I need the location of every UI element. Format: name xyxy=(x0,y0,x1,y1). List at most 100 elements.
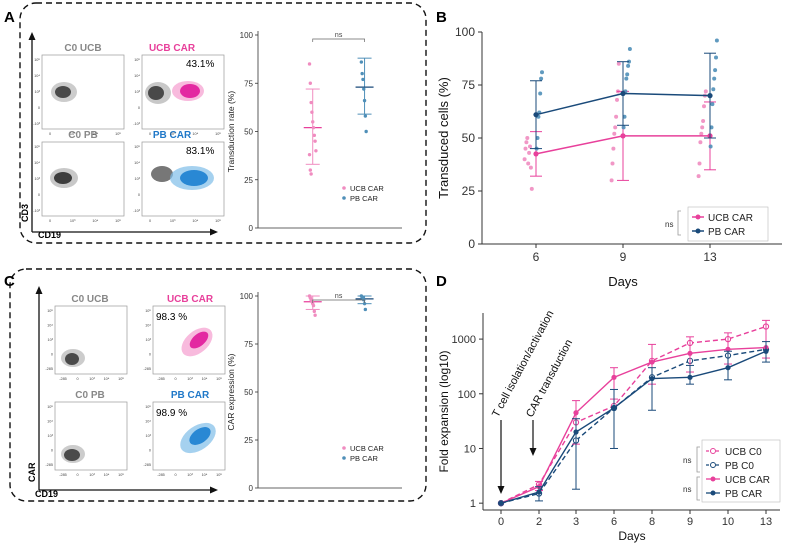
d-x-tick-label: 13 xyxy=(760,516,772,528)
flow-c-ticks-2: 10⁵ 10⁴ 10³ 0 -285 -285 0 10³ 10⁴ 10⁵ xyxy=(45,405,124,477)
flow-plot-c-pb-car: 98.9 % xyxy=(152,401,226,471)
flow-y-tick-label: 10⁵ xyxy=(47,405,53,409)
sig-label: ns xyxy=(335,32,343,39)
b-data-point xyxy=(701,119,706,124)
flow-y-tick-label: 10⁴ xyxy=(47,420,53,424)
d-sig-bracket-1 xyxy=(696,446,700,473)
d-data-marker xyxy=(725,346,731,352)
d-data-marker xyxy=(611,374,617,380)
cd19-c-label: CD19 xyxy=(35,489,58,499)
flow-x-tick-label: 10³ xyxy=(70,132,76,136)
b-x-axis-label: Days xyxy=(608,274,638,289)
percent-c-pb: 98.9 % xyxy=(156,408,187,419)
flow-x-tick-label: 10⁵ xyxy=(118,473,124,477)
flow-x-tick-label: 0 xyxy=(49,132,51,136)
d-legend-marker xyxy=(710,462,716,468)
dot-point xyxy=(359,60,364,64)
dot-y-tick-label: 25 xyxy=(244,176,253,185)
panel-b-letter: B xyxy=(436,9,447,26)
dot-point xyxy=(311,303,316,308)
cd19-arrow-head xyxy=(210,228,218,236)
b-data-point xyxy=(700,125,705,130)
cd3-arrow-head xyxy=(28,32,36,40)
flow-c-ticks-0: 10⁵ 10⁴ 10³ 0 -285 -285 0 10³ 10⁴ 10⁵ xyxy=(45,309,124,381)
flow-x-tick-label: -285 xyxy=(157,473,165,477)
legend-dot xyxy=(342,196,346,200)
flow-x-tick-label: 0 xyxy=(76,473,78,477)
b-data-point xyxy=(621,125,626,130)
b-legend-marker xyxy=(695,214,701,220)
dot-point xyxy=(307,152,312,157)
flow-title-ucb-car: UCB CAR xyxy=(149,43,196,54)
flow-title-c0-ucb: C0 UCB xyxy=(64,43,101,54)
flow-a-ticks-2: 10⁵ 10⁴ 10³ 0 -10³ 0 10³ 10⁴ 10⁵ xyxy=(33,145,121,223)
flow-x-tick-label: 0 xyxy=(174,473,176,477)
flow-y-tick-label: 10⁵ xyxy=(47,309,53,313)
flow-title-c-ucb-car: UCB CAR xyxy=(167,294,214,305)
b-data-point xyxy=(522,157,527,162)
flow-y-tick-label: 0 xyxy=(38,106,40,110)
b-mean-marker xyxy=(620,90,626,97)
flow-x-tick-label: 10⁵ xyxy=(216,473,222,477)
b-data-point xyxy=(528,165,533,170)
dot-point xyxy=(308,168,313,172)
d-y-tick-label: 1 xyxy=(470,498,476,510)
dot-y-tick-label: 0 xyxy=(249,224,254,233)
b-mean-marker xyxy=(533,112,539,118)
flow-x-tick-label: 10³ xyxy=(187,473,193,477)
legend-dot xyxy=(342,456,346,460)
flow-y-tick-label: 10⁴ xyxy=(34,74,40,78)
flow-x-tick-label: 0 xyxy=(49,219,51,223)
d-data-marker xyxy=(498,500,504,506)
b-data-point xyxy=(702,104,706,109)
cd19-label: CD19 xyxy=(38,230,61,240)
dot-point xyxy=(361,77,365,82)
b-data-point xyxy=(526,161,531,166)
b-data-point xyxy=(524,140,529,145)
flow-y-tick-label: 10⁴ xyxy=(134,74,140,78)
d-x-tick-label: 9 xyxy=(687,516,693,528)
d-series-line-ucb-c0 xyxy=(500,325,767,504)
dot-point xyxy=(313,139,317,143)
flow-x-tick-label: -285 xyxy=(59,377,67,381)
d-sig-label-2: ns xyxy=(683,485,691,494)
flow-plot-c-c0-pb xyxy=(54,401,128,471)
flow-y-tick-label: 10³ xyxy=(146,434,152,438)
b-data-point xyxy=(712,76,717,81)
flow-title-c-c0-ucb: C0 UCB xyxy=(71,294,108,305)
flow-y-tick-label: -10³ xyxy=(33,122,40,126)
dot-y-tick-label: 100 xyxy=(240,292,254,301)
line-chart-b: 0 25 50 75 100 6 9 13 Transduced cells (%) Days UC… xyxy=(436,25,782,289)
b-data-point xyxy=(710,102,715,107)
flow-x-tick-label: 10⁵ xyxy=(216,377,222,381)
b-y-tick-label: 25 xyxy=(462,184,476,198)
dot-point xyxy=(362,87,366,91)
b-data-point xyxy=(714,55,718,60)
flow-x-tick-label: 10⁴ xyxy=(192,219,198,223)
d-y-tick-label: 10 xyxy=(464,443,476,455)
panel-c-frame xyxy=(9,268,427,502)
flow-title-c-pb-car: PB CAR xyxy=(171,390,210,401)
flow-y-tick-label: 0 xyxy=(138,106,140,110)
car-arrow-head xyxy=(35,286,43,294)
flow-y-tick-label: 10³ xyxy=(35,177,41,181)
dot-point xyxy=(362,98,367,103)
d-x-tick-label: 6 xyxy=(611,516,617,528)
dot-plot-a: 0 25 50 75 100 Transduction rate (%) ns UCB CAR… xyxy=(226,31,402,233)
d-annotation-arrowhead-1 xyxy=(497,486,505,494)
b-data-point xyxy=(616,61,621,66)
d-y-tick-label: 100 xyxy=(458,389,476,401)
flow-y-tick-label: -10³ xyxy=(133,209,140,213)
line-chart-d: 1 10 100 1000 0 2 3 6 8 9 10 13 Fold expansion (log1… xyxy=(437,309,781,543)
b-data-point xyxy=(527,150,532,155)
dot-point xyxy=(363,307,368,312)
panel-b: B 0 25 50 75 100 6 9 13 Transduced cells (%) Days… xyxy=(436,9,782,289)
b-data-point xyxy=(711,87,716,92)
flow-plot-a-ucb-car: 43.1% xyxy=(141,54,225,130)
flow-c-ticks-1: 10⁵ 10⁴ 10³ 0 -285 -285 0 10³ 10⁴ 10⁵ xyxy=(143,309,222,381)
d-x-tick-label: 10 xyxy=(722,516,734,528)
b-data-point xyxy=(529,186,534,191)
b-data-point xyxy=(624,76,629,81)
dot-y-tick-label: 100 xyxy=(240,31,254,40)
d-legend-label: UCB C0 xyxy=(725,447,762,458)
